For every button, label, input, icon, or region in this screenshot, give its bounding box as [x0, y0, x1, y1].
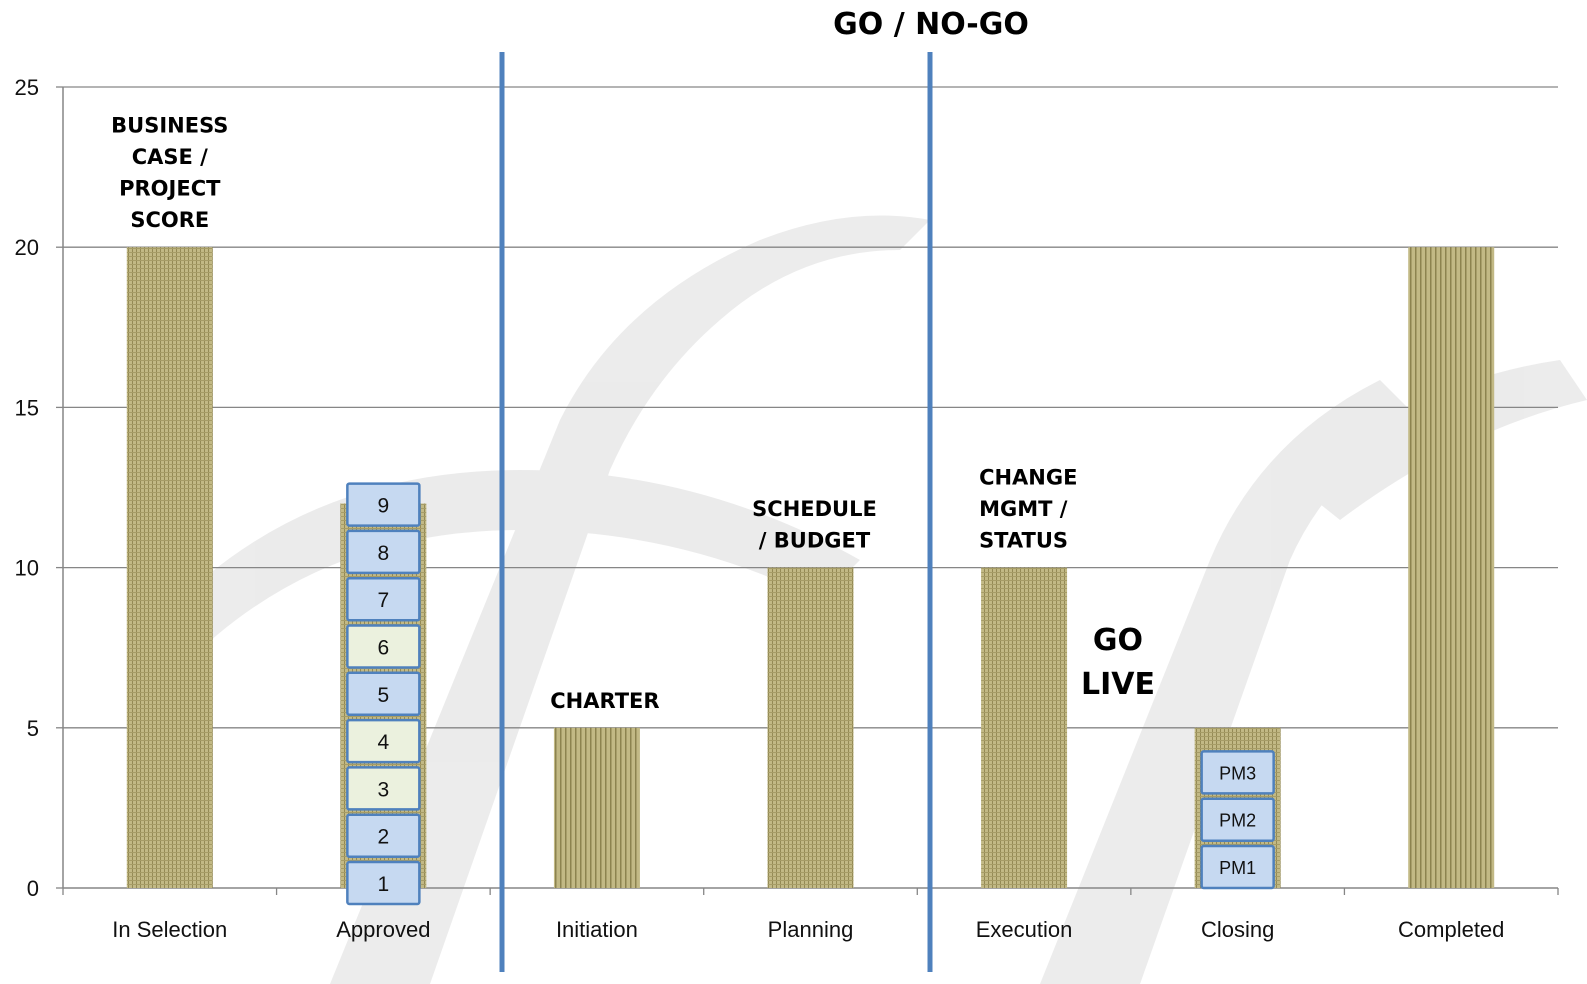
- x-tick-label: Completed: [1398, 917, 1504, 942]
- x-tick-label: Initiation: [556, 917, 638, 942]
- approved-box-label: 3: [378, 778, 390, 801]
- approved-box-label: 1: [378, 873, 390, 896]
- approved-box-1: [346, 860, 421, 906]
- go-live-label: GO: [1093, 623, 1143, 658]
- x-tick-label: In Selection: [112, 917, 227, 942]
- x-tick-label: Planning: [768, 917, 854, 942]
- closing-box-label: PM3: [1219, 763, 1256, 783]
- approved-box-4: [346, 718, 421, 764]
- annotation-line: SCORE: [130, 208, 209, 232]
- annotation-line: SCHEDULE: [752, 497, 877, 521]
- bar-completed: [1408, 247, 1495, 888]
- y-tick-label: 25: [15, 75, 39, 100]
- y-tick-label: 0: [27, 876, 39, 901]
- annotation-line: BUSINESS: [111, 114, 228, 138]
- approved-box-label: 2: [378, 826, 390, 849]
- x-tick-label: Approved: [336, 917, 430, 942]
- approved-box-label: 4: [378, 731, 390, 754]
- approved-box-label: 9: [378, 495, 390, 518]
- bar-initiation: [553, 727, 640, 888]
- approved-box-6: [346, 624, 421, 669]
- approved-box-label: 7: [378, 589, 390, 612]
- chart-title: GO / NO-GO: [833, 7, 1029, 42]
- y-tick-label: 10: [15, 556, 39, 581]
- annotation-line: CASE /: [132, 145, 208, 169]
- approved-box-7: [346, 576, 421, 622]
- approved-box-label: 6: [378, 637, 390, 660]
- approved-box-2: [346, 813, 421, 858]
- closing-box-pm3: [1200, 750, 1275, 795]
- annotation-line: / BUDGET: [759, 529, 871, 553]
- annotation-line: MGMT /: [979, 497, 1068, 521]
- annotation-line: STATUS: [979, 529, 1068, 553]
- annotation-line: CHARTER: [550, 689, 659, 713]
- closing-box-pm2: [1200, 797, 1275, 842]
- y-tick-label: 5: [27, 716, 39, 741]
- approved-box-9: [346, 482, 421, 527]
- closing-box-pm1: [1200, 844, 1275, 890]
- approved-box-label: 5: [378, 684, 390, 707]
- annotation-line: CHANGE: [979, 466, 1077, 490]
- closing-box-label: PM2: [1219, 811, 1256, 831]
- bar-execution: [981, 567, 1068, 888]
- y-tick-label: 20: [15, 235, 39, 260]
- approved-box-8: [346, 529, 421, 575]
- x-tick-label: Execution: [976, 917, 1073, 942]
- annotation-line: PROJECT: [119, 177, 221, 201]
- x-tick-label: Closing: [1201, 917, 1274, 942]
- approved-box-label: 8: [378, 542, 390, 565]
- approved-box-3: [346, 766, 421, 811]
- go-live-label: LIVE: [1081, 667, 1155, 702]
- y-tick-label: 15: [15, 395, 39, 420]
- closing-box-label: PM1: [1219, 858, 1256, 878]
- bar-in-selection: [126, 247, 213, 888]
- bar-planning: [767, 567, 854, 888]
- approved-box-5: [346, 671, 421, 717]
